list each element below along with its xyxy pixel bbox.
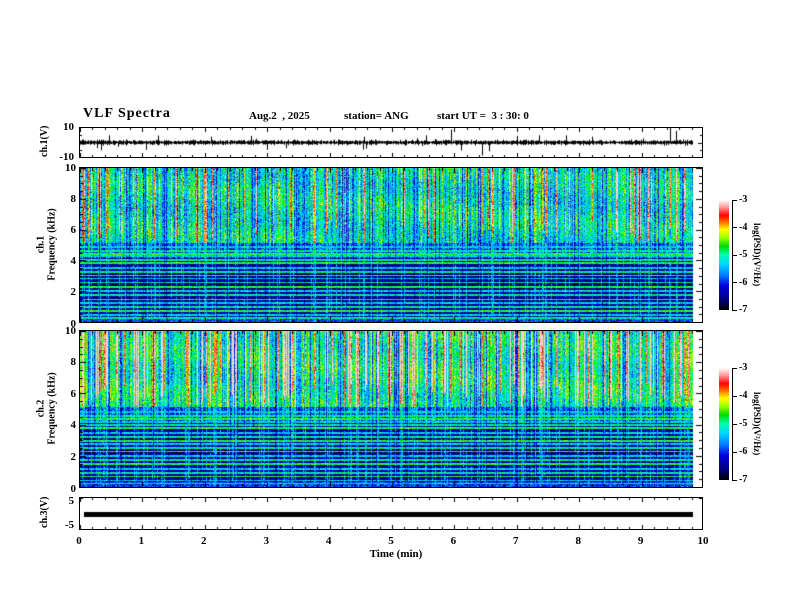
colorbar-tick-1 [732,254,737,256]
x-axis-label: Time (min) [369,548,423,560]
colorbar-tick-1 [732,309,737,311]
y-tick-label-spec2: 4 [70,419,77,432]
colorbar-tick-2 [732,423,737,425]
y-tick-label-spec1: 4 [70,255,77,268]
ch3-waveform-panel [79,497,703,530]
ch2-spectrogram-panel [79,330,703,488]
y-tick-label-spec2: 0 [70,482,77,495]
y-axis-label-ch1-frequency: ch.1 Frequency (kHz) [35,208,58,281]
y-tick-label-spec2: 2 [70,450,77,463]
colorbar-tick-2 [732,395,737,397]
colorbar-label-1: log(PSD)(V²/Hz) [752,223,762,287]
colorbar-tick-label-2: -6 [739,446,748,457]
colorbar-tick-label-1: -4 [739,221,748,233]
colorbar-tick-label-2: -5 [739,418,748,429]
figure-title: VLF Spectra [83,106,171,121]
ch1-spectrogram-panel [79,167,703,323]
ch3-waveform-canvas [80,498,702,529]
y-tick-label-spec2: 10 [65,324,76,337]
colorbar-tick-1 [732,199,737,201]
colorbar-tick-label-1: -7 [739,304,748,315]
y-tick-label-ch3: 5 [68,495,75,507]
ch1-waveform-canvas [80,128,702,157]
y-tick-label-spec2: 6 [70,387,77,400]
colorbar-tick-label-1: -5 [739,249,748,260]
colorbar-gradient-2 [719,368,729,480]
colorbar-tick-2 [732,479,737,481]
x-tick-label: 7 [513,535,519,547]
colorbar-tick-2 [732,367,737,369]
ch2-spectrogram-canvas [80,331,702,487]
y-tick-label-ch3: -5 [64,519,74,531]
y-tick-label-spec1: 0 [70,317,77,330]
colorbar-gradient-1 [719,200,729,310]
station-label: station= ANG [344,110,409,122]
colorbar-tick-2 [732,451,737,453]
x-tick-label: 0 [76,535,82,547]
colorbar-tick-label-2: -3 [739,362,748,373]
date-label: Aug.2 , 2025 [249,110,310,122]
colorbar-label-2: log(PSD)(V²/Hz) [752,392,762,456]
y-tick-label-ch1v: 10 [63,121,74,133]
x-tick-label: 2 [201,535,207,547]
ch1-waveform-panel [79,127,703,158]
x-tick-label: 3 [263,535,269,547]
x-tick-label: 10 [697,535,709,547]
y-tick-label-spec1: 2 [70,286,77,299]
colorbar-tick-label-1: -3 [739,194,748,205]
y-tick-label-spec1: 8 [70,192,77,205]
colorbar-tick-label-2: -7 [739,474,748,485]
colorbar-tick-1 [732,282,737,283]
y-tick-label-spec2: 8 [70,356,77,369]
x-tick-label: 5 [388,535,394,547]
y-tick-label-spec1: 6 [70,223,77,236]
colorbar-tick-label-1: -6 [739,276,748,288]
x-tick-label: 4 [325,535,332,547]
ch1-spectrogram-canvas [80,168,702,322]
x-tick-label: 9 [637,535,644,547]
y-axis-label-ch2-frequency: ch.2 Frequency (kHz) [35,372,58,445]
x-tick-label: 8 [575,535,581,547]
x-tick-label: 6 [450,535,457,547]
x-tick-label: 1 [138,535,145,547]
colorbar-tick-label-2: -4 [739,390,748,401]
colorbar-tick-1 [732,227,737,228]
start-ut-label: start UT = 3 : 30: 0 [437,110,529,122]
y-tick-label-spec1: 10 [65,161,76,174]
y-tick-label-ch1v: -10 [59,151,74,163]
